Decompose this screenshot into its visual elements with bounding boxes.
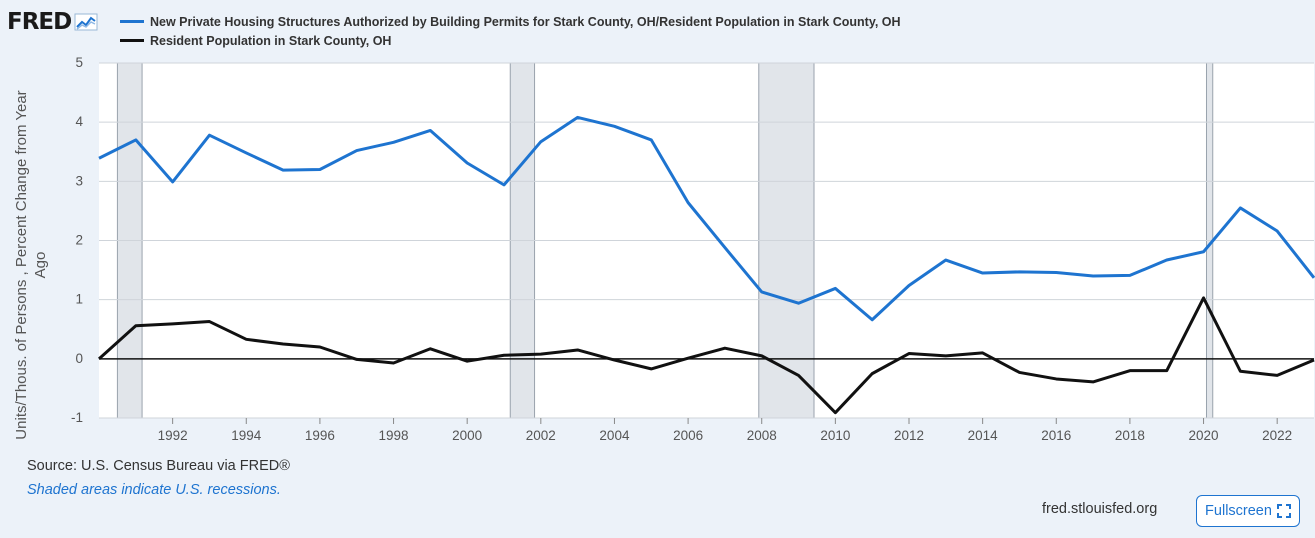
y-tick-label: 2 <box>75 233 83 248</box>
legend-swatch-permits <box>120 20 144 23</box>
legend-item-permits: New Private Housing Structures Authorize… <box>120 12 901 31</box>
x-tick-label: 1992 <box>158 428 188 443</box>
series-line-population <box>97 296 1315 415</box>
fullscreen-label: Fullscreen <box>1205 503 1272 519</box>
fullscreen-icon <box>1276 504 1291 518</box>
legend-swatch-population <box>120 39 144 42</box>
legend-label-permits: New Private Housing Structures Authorize… <box>150 14 901 29</box>
x-tick-label: 1996 <box>305 428 335 443</box>
source-text: U.S. Census Bureau via FRED® <box>81 458 290 474</box>
fred-chart-icon <box>74 13 98 31</box>
y-tick-label: 5 <box>75 55 83 70</box>
x-tick-label: 1998 <box>379 428 409 443</box>
x-tick-label: 2012 <box>894 428 924 443</box>
chart-legend: New Private Housing Structures Authorize… <box>120 12 901 50</box>
recession-note: Shaded areas indicate U.S. recessions. <box>27 482 281 498</box>
fullscreen-button[interactable]: Fullscreen <box>1196 495 1300 527</box>
y-tick-label: 4 <box>75 114 83 129</box>
y-tick-label: -1 <box>71 410 83 425</box>
series-line-permits <box>98 115 1315 322</box>
fred-logo-text: FRED <box>7 9 72 35</box>
x-tick-label: 2014 <box>968 428 999 443</box>
fred-logo[interactable]: FRED <box>7 9 98 35</box>
x-tick-label: 1994 <box>231 428 262 443</box>
x-tick-label: 2008 <box>747 428 777 443</box>
x-tick-label: 2004 <box>599 428 630 443</box>
x-tick-label: 2010 <box>820 428 850 443</box>
source-line: Source: U.S. Census Bureau via FRED® <box>27 458 290 474</box>
x-tick-label: 2018 <box>1115 428 1145 443</box>
y-tick-label: 0 <box>75 351 83 366</box>
legend-label-population: Resident Population in Stark County, OH <box>150 33 392 48</box>
source-prefix: Source: <box>27 458 81 474</box>
x-tick-label: 2006 <box>673 428 703 443</box>
legend-item-population: Resident Population in Stark County, OH <box>120 31 901 50</box>
y-tick-label: 3 <box>75 173 83 188</box>
x-tick-label: 2016 <box>1041 428 1071 443</box>
x-tick-label: 2000 <box>452 428 482 443</box>
x-tick-label: 2022 <box>1262 428 1292 443</box>
y-tick-label: 1 <box>75 292 83 307</box>
x-tick-label: 2002 <box>526 428 556 443</box>
x-tick-label: 2020 <box>1189 428 1219 443</box>
site-url[interactable]: fred.stlouisfed.org <box>1042 501 1158 517</box>
